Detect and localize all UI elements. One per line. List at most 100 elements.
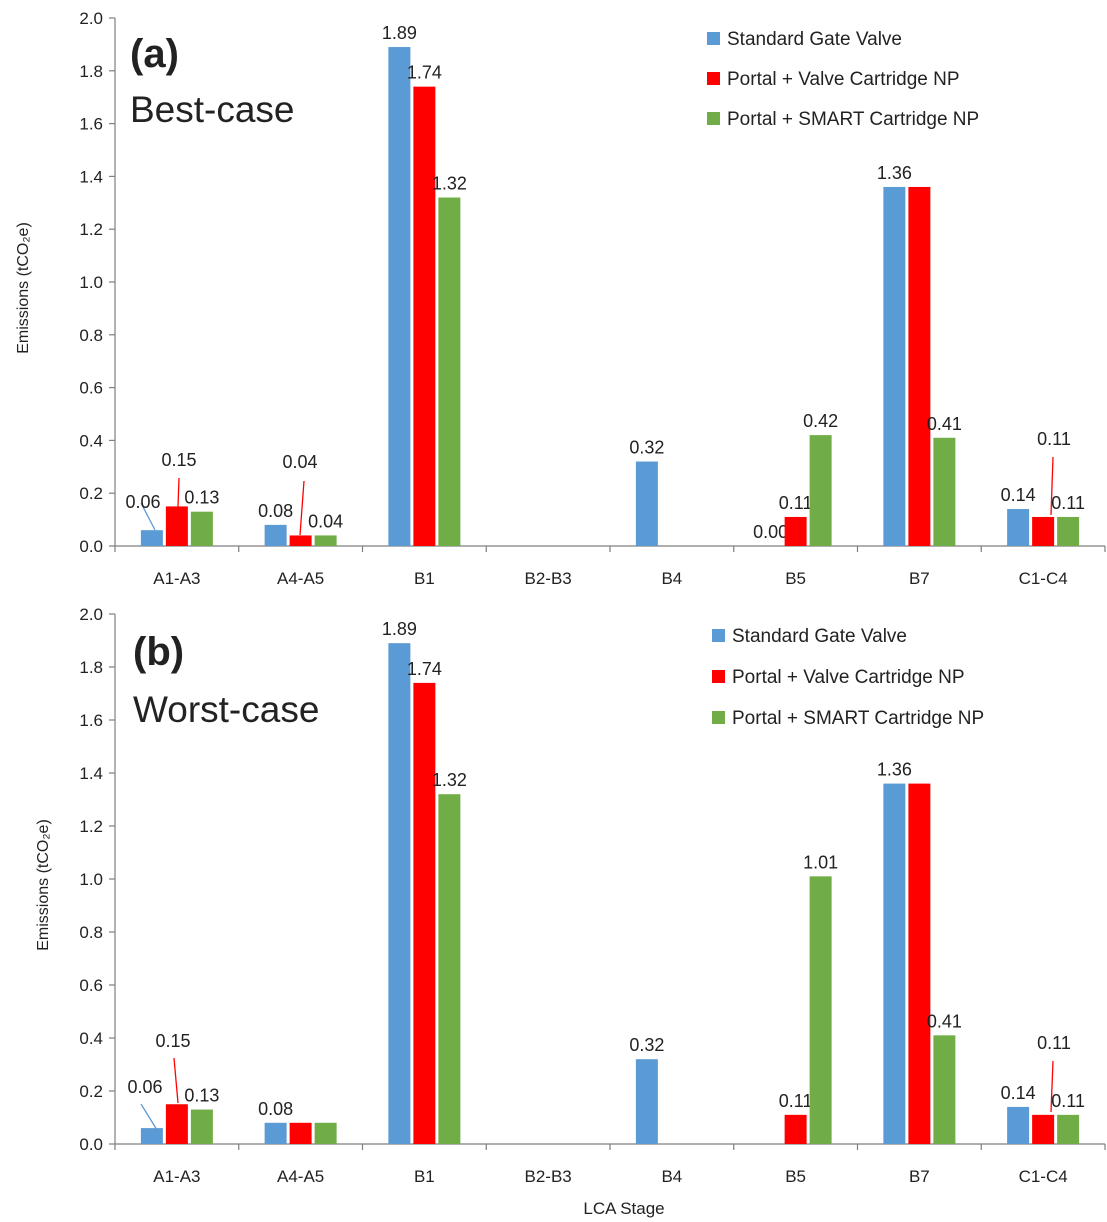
data-label: 0.08 — [258, 501, 293, 521]
label-leader-line — [140, 502, 156, 531]
y-axis-title: Emissions (tCO₂e) — [15, 222, 32, 354]
bar-valve-c1-c4 — [1032, 516, 1055, 546]
label-leader-line — [299, 480, 305, 536]
legend-swatch-valve — [712, 670, 725, 683]
bar-smart-c1-c4 — [1057, 516, 1080, 546]
data-label: 0.08 — [258, 1099, 293, 1119]
y-tick-label: 0.6 — [79, 976, 103, 995]
x-tick-label: B7 — [909, 1167, 930, 1186]
y-axis-title: Emissions (tCO₂e) — [35, 819, 52, 951]
x-tick-label: A1-A3 — [153, 569, 200, 588]
y-tick-label: 1.4 — [79, 764, 103, 783]
y-tick-label: 1.4 — [79, 167, 103, 186]
data-label: 1.74 — [407, 659, 442, 679]
x-axis-title: LCA Stage — [583, 1199, 664, 1218]
data-label: 1.89 — [382, 619, 417, 639]
data-label: 0.06 — [127, 1077, 162, 1097]
label-leader-line — [173, 1057, 179, 1104]
legend-swatch-standard — [707, 32, 720, 45]
legend-label: Standard Gate Valve — [727, 29, 902, 50]
bar-standard-b7 — [883, 186, 906, 546]
bar-standard-c1-c4 — [1007, 1106, 1030, 1144]
panel-b: 0.0 0.2 0.4 0.6 0.8 1.0 1.2 1.4 1.6 1.8 2.0 A1-A3 A4… — [35, 605, 1106, 1218]
y-tick-label: 0.2 — [79, 484, 103, 503]
y-tick-label: 1.6 — [79, 711, 103, 730]
x-tick-label: C1-C4 — [1019, 569, 1068, 588]
x-tick-label: B7 — [909, 569, 930, 588]
label-leader-line — [1050, 456, 1054, 516]
data-label: 0.11 — [779, 493, 813, 513]
data-label: 0.41 — [927, 1011, 962, 1031]
x-tick-label: B2-B3 — [525, 569, 572, 588]
bar-smart-c1-c4 — [1057, 1114, 1080, 1144]
bar-smart-b1 — [438, 794, 461, 1144]
data-label: 0.11 — [1037, 429, 1071, 449]
legend-label: Portal + SMART Cartridge NP — [727, 109, 979, 130]
bar-valve-b5 — [784, 516, 807, 546]
y-tick-label: 1.0 — [79, 870, 103, 889]
bar-standard-b1 — [388, 643, 411, 1144]
y-tick-label: 1.8 — [79, 658, 103, 677]
legend-swatch-standard — [712, 629, 725, 642]
y-tick-label: 0.4 — [79, 1029, 103, 1048]
x-tick-label: B4 — [661, 1167, 682, 1186]
bar-smart-a4-a5 — [314, 535, 337, 546]
legend-label: Portal + Valve Cartridge NP — [732, 667, 965, 688]
legend-label: Portal + SMART Cartridge NP — [732, 708, 984, 729]
data-label: 0.14 — [1001, 1083, 1036, 1103]
data-label: 1.32 — [432, 174, 467, 194]
legend-swatch-smart — [712, 711, 725, 724]
data-label: 0.15 — [161, 450, 196, 470]
bar-valve-b5 — [784, 1114, 807, 1144]
x-tick-label: B4 — [661, 569, 682, 588]
bar-smart-b5 — [809, 876, 832, 1144]
x-tick-label: B1 — [414, 1167, 435, 1186]
y-tick-label: 0.4 — [79, 431, 103, 450]
y-tick-label: 1.6 — [79, 115, 103, 134]
bar-valve-b1 — [413, 682, 436, 1144]
bar-smart-b5 — [809, 435, 832, 546]
data-label: 0.00 — [753, 522, 788, 542]
data-label: 0.13 — [184, 488, 219, 508]
bar-smart-b7 — [933, 1035, 956, 1144]
x-tick-label: A1-A3 — [153, 1167, 200, 1186]
x-tick-label: B1 — [414, 569, 435, 588]
label-leader-line — [176, 477, 180, 536]
panel-tag: (b) — [133, 630, 184, 674]
panel-tag: (a) — [130, 32, 179, 76]
y-tick-label: 0.8 — [79, 326, 103, 345]
data-label: 0.06 — [125, 492, 160, 512]
x-tick-label: A4-A5 — [277, 1167, 324, 1186]
data-label: 0.04 — [308, 511, 343, 531]
bar-smart-b1 — [438, 197, 461, 546]
label-leader-line — [1050, 1060, 1054, 1113]
bar-valve-c1-c4 — [1032, 1114, 1055, 1144]
data-label: 0.42 — [803, 411, 838, 431]
data-label: 0.11 — [1051, 1091, 1085, 1111]
y-tick-label: 0.0 — [79, 537, 103, 556]
x-tick-label: A4-A5 — [277, 569, 324, 588]
bar-valve-a1-a3 — [165, 1104, 188, 1144]
bar-valve-a4-a5 — [289, 535, 312, 546]
legend-label: Portal + Valve Cartridge NP — [727, 69, 960, 90]
data-label: 1.32 — [432, 770, 467, 790]
bar-standard-c1-c4 — [1007, 509, 1030, 546]
y-tick-label: 1.8 — [79, 62, 103, 81]
data-label: 0.04 — [282, 452, 317, 472]
y-tick-label: 1.0 — [79, 273, 103, 292]
bar-standard-b4 — [635, 461, 658, 546]
data-label: 0.14 — [1001, 485, 1036, 505]
legend-swatch-smart — [707, 112, 720, 125]
bar-smart-b7 — [933, 437, 956, 546]
label-leader-line — [140, 1103, 158, 1131]
legend-swatch-valve — [707, 72, 720, 85]
x-tick-label: B5 — [785, 569, 806, 588]
y-tick-label: 0.0 — [79, 1135, 103, 1154]
bar-standard-b4 — [635, 1059, 658, 1144]
panel-a: 0.0 0.2 0.4 0.6 0.8 1.0 1.2 1.4 1.6 1.8 2.0 A1-A3 A4… — [15, 9, 1106, 588]
x-tick-label: B2-B3 — [525, 1167, 572, 1186]
y-tick-label: 2.0 — [79, 9, 103, 28]
y-tick-label: 1.2 — [79, 220, 103, 239]
panel-case-label: Worst-case — [133, 689, 319, 730]
